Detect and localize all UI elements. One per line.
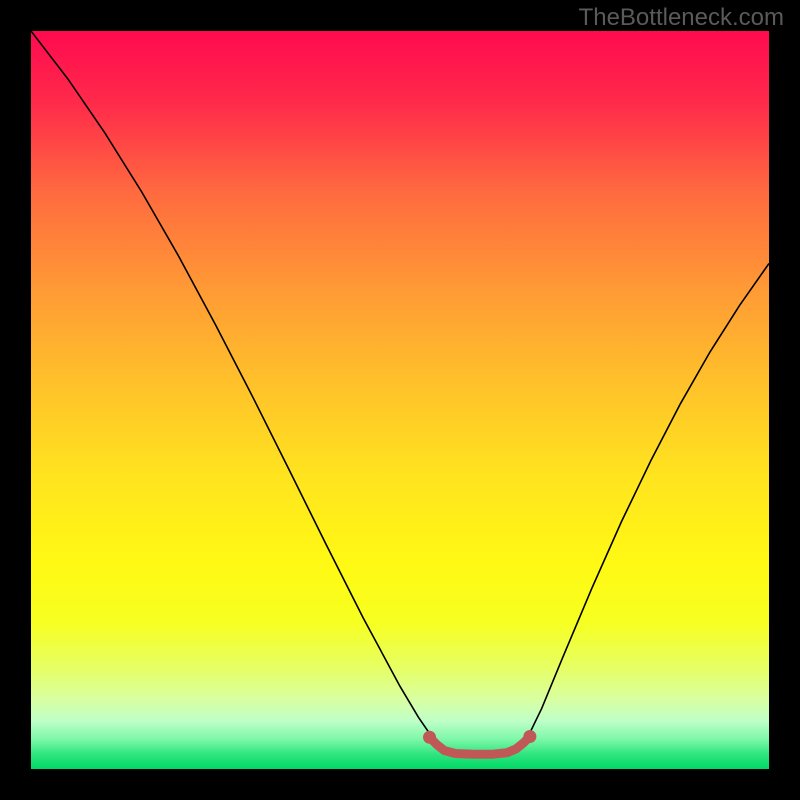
bottleneck-curve <box>31 31 769 754</box>
plot-area <box>31 31 769 769</box>
optimal-range-left-endpoint <box>423 731 436 744</box>
optimal-range-right-endpoint <box>523 730 536 743</box>
watermark-text: TheBottleneck.com <box>579 4 784 32</box>
chart-container: TheBottleneck.com <box>0 0 800 800</box>
optimal-range-highlight <box>430 737 530 755</box>
curve-layer <box>31 31 769 769</box>
